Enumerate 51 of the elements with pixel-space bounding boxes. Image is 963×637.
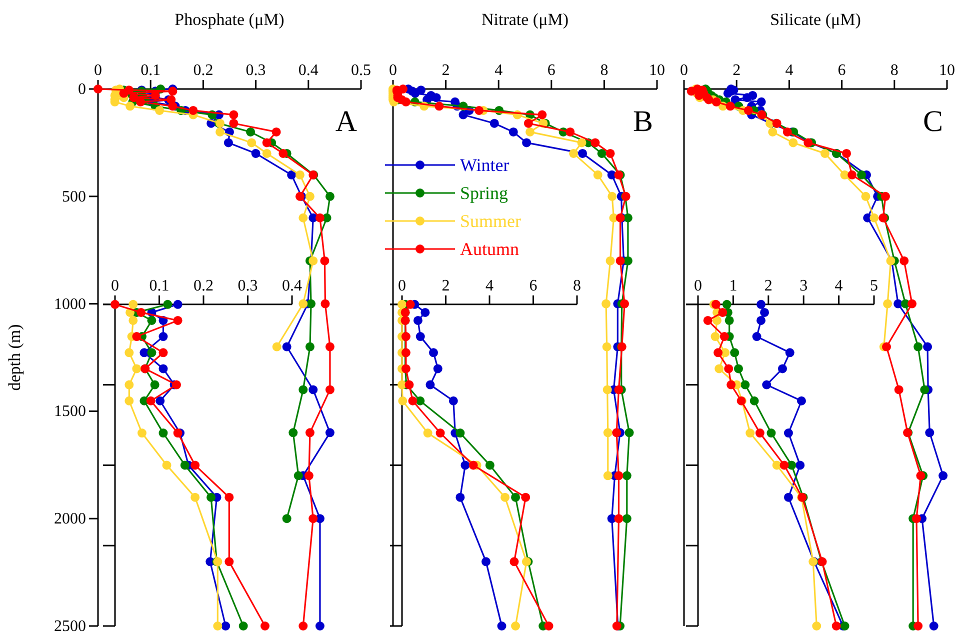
x-tick-label: 8	[573, 277, 581, 294]
x-tick-label: 8	[600, 62, 608, 79]
x-tick-label: 4	[494, 62, 503, 79]
x-tick-label: 4	[834, 277, 843, 294]
x-axis-title: Silicate (μM)	[770, 10, 861, 29]
x-tick-label: 0.3	[238, 277, 258, 294]
legend-label: Winter	[460, 155, 510, 175]
legend-label: Autumn	[460, 239, 520, 259]
x-tick-label: 0	[694, 277, 702, 294]
x-tick-label: 0.1	[140, 62, 161, 79]
x-axis-title: Nitrate (μM)	[481, 10, 569, 29]
x-tick-label: 0.4	[298, 62, 318, 79]
x-tick-label: 6	[838, 62, 846, 79]
x-tick-label: 4	[785, 62, 794, 79]
annotation: A	[335, 105, 358, 138]
y-tick-label: 2500	[54, 618, 86, 635]
y-tick-label: 500	[62, 188, 86, 206]
x-tick-label: 10	[939, 62, 955, 79]
y-axis-title: depth (m)	[5, 324, 24, 391]
y-tick-label: 1000	[54, 296, 86, 313]
x-tick-label: 0.1	[149, 277, 170, 294]
x-axis-title: Phosphate (μM)	[174, 10, 284, 29]
x-tick-label: 0	[389, 62, 397, 79]
x-tick-label: 0.2	[194, 277, 214, 294]
x-tick-label: 0	[94, 62, 102, 79]
x-tick-label: 2	[442, 277, 450, 294]
x-tick-label: 6	[529, 277, 538, 294]
x-tick-label: 0	[111, 277, 119, 294]
annotation: C	[922, 105, 943, 138]
x-tick-label: 1	[729, 277, 738, 294]
x-tick-label: 2	[764, 277, 772, 294]
x-tick-label: 10	[649, 62, 665, 79]
x-tick-label: 3	[800, 277, 808, 294]
y-tick-label: 1500	[54, 403, 86, 420]
legend-label: Summer	[460, 211, 521, 231]
x-tick-label: 0.2	[193, 62, 214, 79]
x-tick-label: 4	[486, 277, 494, 294]
x-tick-label: 0.3	[246, 62, 266, 79]
x-tick-label: 6	[547, 62, 556, 79]
annotation: B	[632, 105, 653, 138]
x-tick-label: 2	[732, 62, 741, 79]
x-tick-label: 8	[890, 62, 898, 79]
x-tick-label: 2	[442, 62, 450, 79]
legend-label: Spring	[460, 183, 508, 203]
x-tick-label: 0.5	[351, 62, 371, 79]
y-tick-label: 0	[78, 81, 86, 98]
y-tick-label: 2000	[54, 510, 86, 528]
x-tick-label: 0	[398, 277, 406, 294]
x-tick-label: 5	[870, 277, 878, 294]
x-tick-label: 0.4	[282, 277, 302, 294]
x-tick-label: 0	[680, 62, 688, 79]
